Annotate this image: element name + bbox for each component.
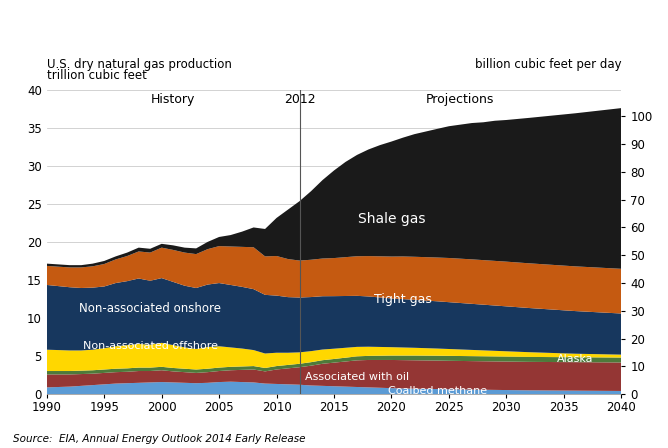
Text: Alaska: Alaska xyxy=(557,354,594,364)
Text: billion cubic feet per day: billion cubic feet per day xyxy=(475,57,621,70)
Text: Projections: Projections xyxy=(426,93,494,107)
Text: trillion cubic feet: trillion cubic feet xyxy=(47,69,147,82)
Text: U.S. dry natural gas production: U.S. dry natural gas production xyxy=(47,57,232,70)
Text: Non-associated offshore: Non-associated offshore xyxy=(83,341,218,351)
Text: Non-associated onshore: Non-associated onshore xyxy=(79,302,221,315)
Text: Associated with oil: Associated with oil xyxy=(305,372,409,382)
Text: 2012: 2012 xyxy=(284,93,315,107)
Text: Coalbed methane: Coalbed methane xyxy=(388,386,487,396)
Text: Tight gas: Tight gas xyxy=(374,293,432,306)
Text: Source:  EIA, Annual Energy Outlook 2014 Early Release: Source: EIA, Annual Energy Outlook 2014 … xyxy=(13,434,306,444)
Text: Shale gas: Shale gas xyxy=(357,212,426,226)
Text: History: History xyxy=(151,93,195,107)
